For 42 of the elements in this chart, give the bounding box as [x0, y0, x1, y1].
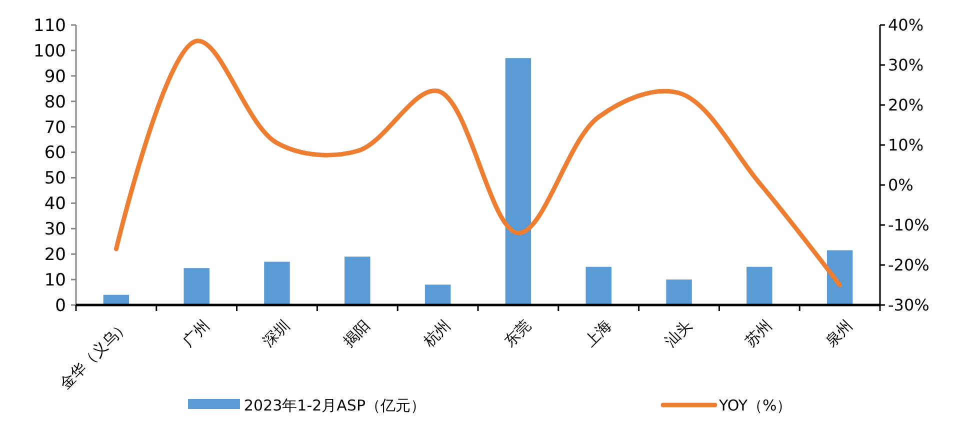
x-tick-label: 深圳 [259, 316, 294, 350]
y2-tick-label: 10% [888, 136, 924, 155]
x-tick-label: 上海 [580, 316, 615, 350]
y-tick-label: 10 [44, 270, 66, 290]
bar [505, 58, 532, 305]
y2-tick-label: 0% [888, 176, 914, 195]
y-tick-label: 70 [44, 118, 66, 138]
x-tick-label: 广州 [178, 316, 213, 350]
line-series [114, 38, 842, 288]
y2-tick-label: -20% [888, 256, 930, 275]
x-tick-label: 泉州 [822, 316, 856, 350]
y-tick-label: 100 [34, 41, 66, 62]
y-tick-label: 60 [44, 143, 66, 164]
x-tick-label: 苏州 [742, 316, 776, 350]
x-tick-label: 汕头 [661, 316, 696, 350]
bar [264, 262, 290, 305]
y-tick-label: 40 [44, 194, 66, 214]
x-tick-label: 杭州 [419, 316, 454, 352]
bar [184, 268, 210, 305]
bar [746, 266, 772, 305]
bar [344, 256, 370, 305]
y-tick-label: 0 [55, 296, 66, 316]
x-tick-label: 揭阳 [340, 316, 374, 350]
y2-tick-label: 30% [888, 56, 924, 75]
y-tick-label: 110 [34, 16, 66, 36]
legend-label: 2023年1-2月ASP（亿元） [244, 396, 426, 414]
y2-tick-label: -10% [888, 216, 930, 235]
x-tick-label: 东莞 [500, 316, 534, 350]
bar [826, 250, 853, 305]
bar [586, 266, 612, 305]
y-tick-label: 80 [44, 92, 66, 112]
y2-tick-label: 20% [888, 96, 924, 115]
y2-tick-label: -30% [888, 296, 930, 315]
y-tick-label: 30 [44, 220, 66, 240]
y-tick-label: 90 [44, 66, 66, 87]
x-tick-label: 金华（义乌） [56, 316, 132, 393]
y2-tick-label: 40% [888, 16, 924, 35]
y-tick-label: 50 [44, 168, 66, 189]
legend-label: YOY（%） [718, 396, 792, 414]
y-tick-label: 20 [44, 245, 66, 266]
bar [424, 284, 451, 305]
bar [666, 280, 692, 305]
